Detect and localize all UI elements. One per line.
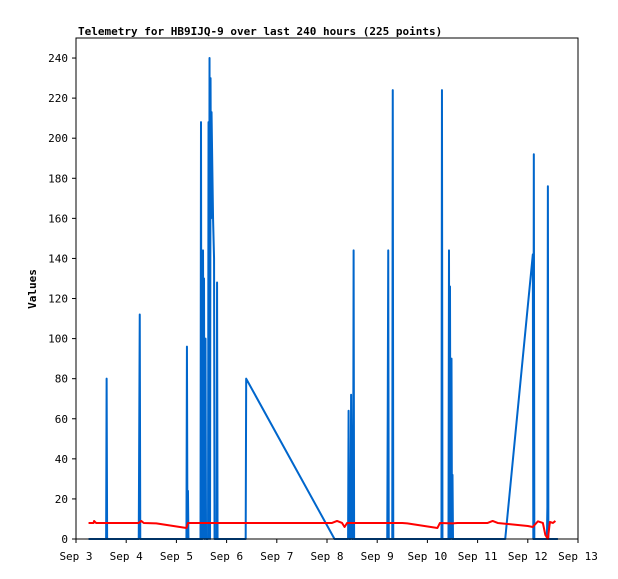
chart-title: Telemetry for HB9IJQ-9 over last 240 hou… [78, 25, 442, 38]
y-tick-label: 40 [55, 453, 68, 466]
x-tick-label: Sep 12 [508, 550, 548, 563]
y-tick-label: 60 [55, 413, 68, 426]
x-tick-label: Sep 9 [361, 550, 394, 563]
x-tick-label: Sep 8 [310, 550, 343, 563]
y-tick-label: 180 [48, 172, 68, 185]
series-line-2 [88, 519, 557, 540]
x-tick-label: Sep 11 [458, 550, 498, 563]
y-tick-label: 20 [55, 493, 68, 506]
y-tick-label: 120 [48, 293, 68, 306]
x-tick-label: Sep 4 [110, 550, 143, 563]
x-tick-label: Sep 3 [59, 550, 92, 563]
y-tick-label: 0 [61, 533, 68, 546]
plot-frame [75, 37, 579, 540]
x-axis: Sep 3 Sep 4 Sep 5 Sep 6 Sep 7 Sep 8 Sep 9 Sep 1… [59, 539, 598, 563]
x-tick-label: Sep 10 [408, 550, 448, 563]
x-tick-label: Sep 5 [160, 550, 193, 563]
y-tick-label: 100 [48, 333, 68, 346]
y-tick-label: 220 [48, 92, 68, 105]
x-tick-label: Sep 13 [558, 550, 598, 563]
y-tick-label: 140 [48, 252, 68, 265]
x-tick-label: Sep 7 [260, 550, 293, 563]
y-axis: 0 20 40 60 80 100 120 140 160 180 200 220 240 [48, 52, 76, 546]
x-tick-label: Sep 6 [210, 550, 243, 563]
y-tick-label: 80 [55, 373, 68, 386]
y-tick-label: 200 [48, 132, 68, 145]
y-tick-label: 160 [48, 212, 68, 225]
y-tick-label: 240 [48, 52, 68, 65]
series-line-1 [88, 57, 558, 540]
series-layer [88, 57, 558, 540]
y-axis-label: Values [26, 269, 39, 309]
